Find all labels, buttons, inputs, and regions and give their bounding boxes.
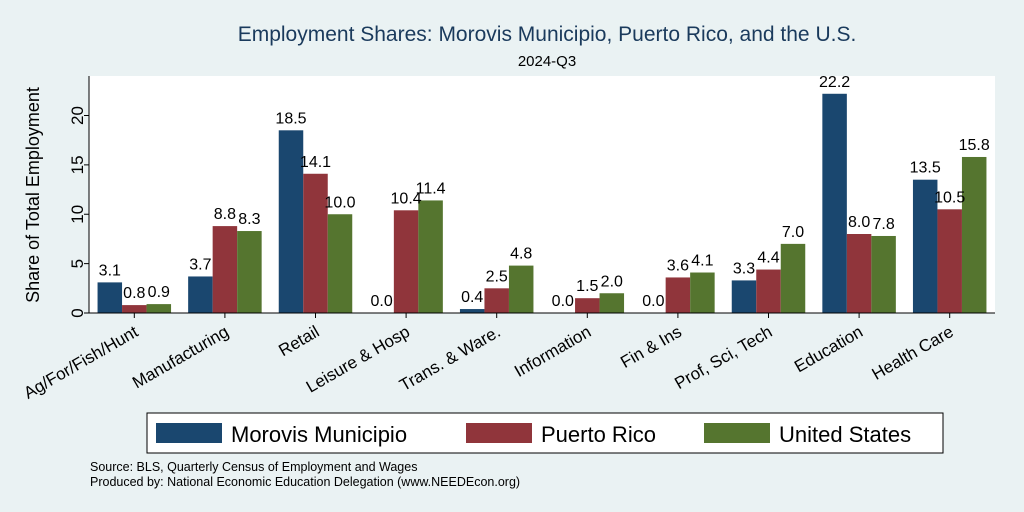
x-tick-label: Leisure & Hosp — [303, 322, 413, 397]
bar-value-label-united-states: 10.0 — [324, 194, 355, 211]
bar-united-states — [418, 200, 443, 313]
bar-value-label-united-states: 4.1 — [691, 253, 713, 270]
y-tick-label: 5 — [68, 259, 87, 268]
bar-value-label-morovis-municipio: 0.0 — [642, 293, 664, 310]
x-tick-label: Education — [791, 322, 866, 376]
bar-value-label-puerto-rico: 4.4 — [757, 250, 779, 267]
bar-puerto-rico — [846, 234, 872, 313]
bar-puerto-rico — [303, 173, 328, 313]
bar-value-label-morovis-municipio: 0.0 — [552, 293, 574, 310]
bar-puerto-rico — [937, 209, 962, 313]
legend-swatch-puerto-rico — [466, 423, 532, 443]
legend-box — [146, 412, 944, 454]
bar-puerto-rico — [484, 288, 509, 313]
produced-by-text: Produced by: National Economic Education… — [90, 475, 521, 489]
bar-united-states — [871, 235, 896, 313]
bar-united-states — [599, 293, 625, 313]
source-text: Source: BLS, Quarterly Census of Employm… — [90, 460, 418, 474]
bar-value-label-morovis-municipio: 3.7 — [189, 256, 211, 273]
bar-value-label-morovis-municipio: 18.5 — [275, 110, 306, 127]
bar-value-label-united-states: 4.8 — [510, 246, 532, 263]
chart-subtitle: 2024-Q3 — [518, 53, 576, 70]
bar-value-label-united-states: 15.8 — [959, 137, 990, 154]
bar-united-states — [961, 156, 987, 313]
chart-title: Employment Shares: Morovis Municipio, Pu… — [238, 23, 857, 46]
bar-puerto-rico — [212, 226, 238, 313]
bar-united-states — [327, 214, 353, 313]
bar-puerto-rico — [122, 305, 147, 313]
bar-value-label-puerto-rico: 1.5 — [576, 278, 598, 295]
x-tick-label: Retail — [275, 322, 322, 360]
x-tick-label: Information — [511, 322, 594, 381]
bar-value-label-puerto-rico: 0.8 — [123, 285, 145, 302]
bar-value-label-puerto-rico: 2.5 — [486, 268, 508, 285]
bar-puerto-rico — [575, 298, 600, 313]
source-note: Source: BLS, Quarterly Census of Employm… — [90, 460, 520, 490]
y-axis: 0 5 10 15 20 — [68, 76, 90, 318]
bar-value-label-puerto-rico: 8.0 — [848, 214, 870, 231]
bar-value-label-morovis-municipio: 22.2 — [819, 74, 850, 91]
y-tick-label: 0 — [68, 308, 87, 317]
legend-swatch-morovis — [156, 423, 222, 443]
y-tick-label: 20 — [68, 106, 87, 125]
x-tick-label: Manufacturing — [129, 322, 232, 392]
y-tick-label: 15 — [68, 155, 87, 174]
legend-label-morovis: Morovis Municipio — [231, 422, 407, 447]
bar-morovis-municipio — [97, 282, 123, 313]
bar-morovis-municipio — [278, 130, 304, 313]
bar-puerto-rico — [393, 210, 419, 313]
bar-value-label-morovis-municipio: 3.1 — [99, 262, 121, 279]
bar-value-label-puerto-rico: 14.1 — [300, 154, 331, 171]
y-tick-label: 10 — [68, 205, 87, 224]
bar-labels-group: 3.10.8 0.9 3.7 8.8 8.3 18.5 14.1 10.0 0.0 10.411.… — [99, 74, 990, 310]
bar-value-label-united-states: 2.0 — [601, 273, 623, 290]
bar-united-states — [237, 231, 262, 313]
x-tick-label: Trans. & Ware. — [396, 322, 503, 395]
x-tick-label: Ag/For/Fish/Hunt — [21, 322, 142, 403]
bar-morovis-municipio — [822, 93, 847, 314]
bar-value-label-united-states: 0.9 — [148, 284, 170, 301]
x-tick-label: Fin & Ins — [617, 322, 685, 372]
bar-value-label-morovis-municipio: 13.5 — [910, 160, 941, 177]
bar-united-states — [508, 265, 534, 313]
bar-value-label-morovis-municipio: 0.4 — [461, 289, 483, 306]
legend: Morovis Municipio Puerto Rico United Sta… — [146, 412, 944, 454]
bar-value-label-puerto-rico: 3.6 — [667, 257, 689, 274]
bar-morovis-municipio — [459, 309, 485, 313]
bar-puerto-rico — [665, 277, 691, 313]
bar-value-label-puerto-rico: 8.8 — [214, 206, 236, 223]
bar-value-label-puerto-rico: 10.5 — [934, 189, 965, 206]
bar-value-label-morovis-municipio: 0.0 — [370, 293, 392, 310]
bar-value-label-united-states: 8.3 — [238, 211, 260, 228]
y-axis-title: Share of Total Employment — [23, 87, 43, 303]
bar-puerto-rico — [756, 269, 781, 313]
bar-value-label-morovis-municipio: 3.3 — [733, 260, 755, 277]
bar-united-states — [690, 272, 715, 313]
bar-value-label-united-states: 7.0 — [782, 224, 804, 241]
bar-morovis-municipio — [731, 280, 757, 313]
legend-label-united-states: United States — [779, 422, 911, 447]
bar-value-label-united-states: 7.8 — [872, 216, 894, 233]
x-tick-label: Health Care — [869, 322, 957, 384]
x-tick-label: Prof, Sci, Tech — [671, 322, 775, 393]
bars-group — [97, 93, 987, 314]
bar-united-states — [780, 243, 806, 313]
bar-united-states — [146, 304, 172, 313]
legend-swatch-united-states — [704, 423, 770, 443]
bar-morovis-municipio — [912, 179, 938, 313]
bar-value-label-puerto-rico: 10.4 — [391, 190, 422, 207]
bar-value-label-united-states: 11.4 — [416, 180, 446, 197]
legend-label-puerto-rico: Puerto Rico — [541, 422, 656, 447]
bar-morovis-municipio — [188, 276, 213, 313]
